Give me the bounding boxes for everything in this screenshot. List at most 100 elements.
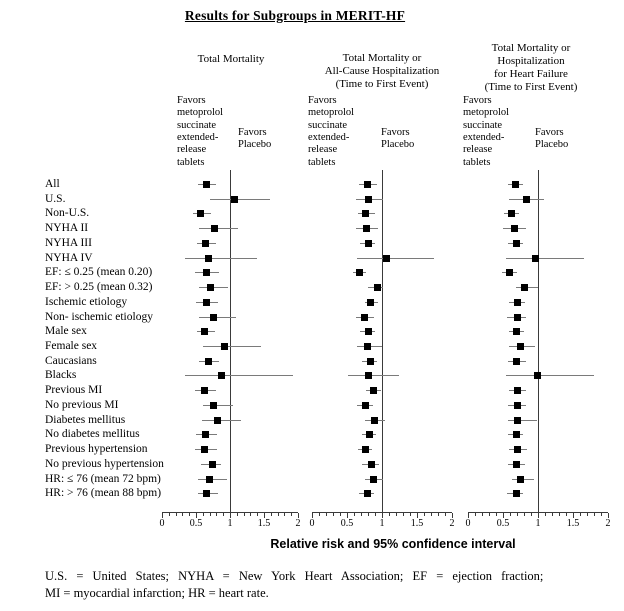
favors-placebo-label-line: Favors xyxy=(381,127,410,138)
x-axis-major-tick xyxy=(382,513,383,518)
x-axis-minor-tick xyxy=(182,513,183,516)
point-estimate-marker xyxy=(362,210,369,217)
x-axis-minor-tick xyxy=(587,513,588,516)
x-axis-tick-label: 0.5 xyxy=(189,518,203,529)
point-estimate-marker xyxy=(205,255,212,262)
point-estimate-marker xyxy=(512,181,519,188)
x-axis-major-tick xyxy=(538,513,539,518)
panel-2-header-line: All-Cause Hospitalization xyxy=(324,65,440,77)
point-estimate-marker xyxy=(367,358,374,365)
reference-line-rr1 xyxy=(230,170,231,512)
x-axis-tick-label: 1.5 xyxy=(410,518,424,529)
point-estimate-marker xyxy=(209,461,216,468)
x-axis-tick-label: 0 xyxy=(465,518,471,529)
subgroup-label: Previous hypertension xyxy=(45,443,148,456)
point-estimate-marker xyxy=(514,402,521,409)
point-estimate-marker xyxy=(210,402,217,409)
subgroup-label: NYHA III xyxy=(45,236,92,249)
x-axis-major-tick xyxy=(162,513,163,518)
x-axis-minor-tick xyxy=(389,513,390,516)
x-axis-minor-tick xyxy=(319,513,320,516)
point-estimate-marker xyxy=(206,476,213,483)
x-axis-minor-tick xyxy=(510,513,511,516)
favors-placebo-label-line: Placebo xyxy=(535,139,569,151)
subgroup-label: No previous MI xyxy=(45,398,119,411)
subgroup-label: Caucasians xyxy=(45,354,97,367)
x-axis-minor-tick xyxy=(354,513,355,516)
panel-2-header-line: (Time to First Event) xyxy=(335,78,429,90)
x-axis-major-tick xyxy=(230,513,231,518)
subgroup-label: Non-U.S. xyxy=(45,207,90,220)
point-estimate-marker xyxy=(367,299,374,306)
confidence-interval-line xyxy=(210,199,270,200)
subgroup-label: All xyxy=(45,178,60,190)
x-axis-label: Relative risk and 95% confidence interva… xyxy=(270,537,516,551)
favors-placebo-label-line: Favors xyxy=(535,127,564,138)
subgroup-label: U.S. xyxy=(45,192,66,205)
point-estimate-marker xyxy=(221,343,228,350)
favors-placebo-label-line: Favors xyxy=(238,127,267,138)
x-axis-minor-tick xyxy=(210,513,211,516)
reference-line-rr1 xyxy=(538,170,539,512)
favors-placebo-label-line: Placebo xyxy=(238,139,272,151)
x-axis-line xyxy=(312,512,452,513)
point-estimate-marker xyxy=(517,343,524,350)
x-axis-major-tick xyxy=(608,513,609,518)
x-axis-tick-label: 1 xyxy=(227,518,233,529)
favors-metoprolol-label-line: metoprolol xyxy=(177,107,224,119)
favors-metoprolol-label-line: extended- xyxy=(308,131,350,143)
confidence-interval-line xyxy=(203,405,233,406)
point-estimate-marker xyxy=(506,269,513,276)
point-estimate-marker xyxy=(513,431,520,438)
x-axis-major-tick xyxy=(417,513,418,518)
x-axis-minor-tick xyxy=(594,513,595,516)
point-estimate-marker xyxy=(511,225,518,232)
point-estimate-marker xyxy=(210,314,217,321)
panel-3-header-line: (Time to First Event) xyxy=(484,81,578,93)
point-estimate-marker xyxy=(371,417,378,424)
favors-metoprolol-label-line: succinate xyxy=(308,119,348,131)
x-axis-minor-tick xyxy=(203,513,204,516)
x-axis-tick-label: 1 xyxy=(535,518,541,529)
point-estimate-marker xyxy=(361,314,368,321)
favors-metoprolol-label-line: Favors xyxy=(308,95,337,106)
subgroup-label: No diabetes mellitus xyxy=(45,428,140,441)
x-axis-minor-tick xyxy=(284,513,285,516)
point-estimate-marker xyxy=(513,358,520,365)
point-estimate-marker xyxy=(513,490,520,497)
x-axis-minor-tick xyxy=(431,513,432,516)
point-estimate-marker xyxy=(201,387,208,394)
point-estimate-marker xyxy=(370,387,377,394)
x-axis-line xyxy=(468,512,608,513)
x-axis-minor-tick xyxy=(489,513,490,516)
point-estimate-marker xyxy=(523,196,530,203)
point-estimate-marker xyxy=(514,417,521,424)
point-estimate-marker xyxy=(201,328,208,335)
x-axis-minor-tick xyxy=(189,513,190,516)
point-estimate-marker xyxy=(364,343,371,350)
x-axis-line xyxy=(162,512,298,513)
favors-metoprolol-label-line: metoprolol xyxy=(463,107,510,119)
x-axis-tick-label: 1 xyxy=(379,518,385,529)
subgroup-label: HR: > 76 (mean 88 bpm) xyxy=(45,487,162,500)
confidence-interval-line xyxy=(357,258,434,259)
x-axis-tick-label: 2 xyxy=(605,518,611,529)
subgroup-label: NYHA IV xyxy=(45,251,93,264)
x-axis-tick-label: 1.5 xyxy=(257,518,271,529)
point-estimate-marker xyxy=(368,461,375,468)
x-axis-minor-tick xyxy=(517,513,518,516)
x-axis-minor-tick xyxy=(403,513,404,516)
x-axis-tick-label: 0 xyxy=(159,518,165,529)
point-estimate-marker xyxy=(374,284,381,291)
x-axis-minor-tick xyxy=(176,513,177,516)
favors-metoprolol-label-line: extended- xyxy=(177,131,219,143)
point-estimate-marker xyxy=(362,402,369,409)
confidence-interval-line xyxy=(185,375,293,376)
x-axis-minor-tick xyxy=(438,513,439,516)
point-estimate-marker xyxy=(514,314,521,321)
point-estimate-marker xyxy=(211,225,218,232)
x-axis-minor-tick xyxy=(169,513,170,516)
panel-3-header-line: for Heart Failure xyxy=(494,68,568,80)
x-axis-minor-tick xyxy=(410,513,411,516)
